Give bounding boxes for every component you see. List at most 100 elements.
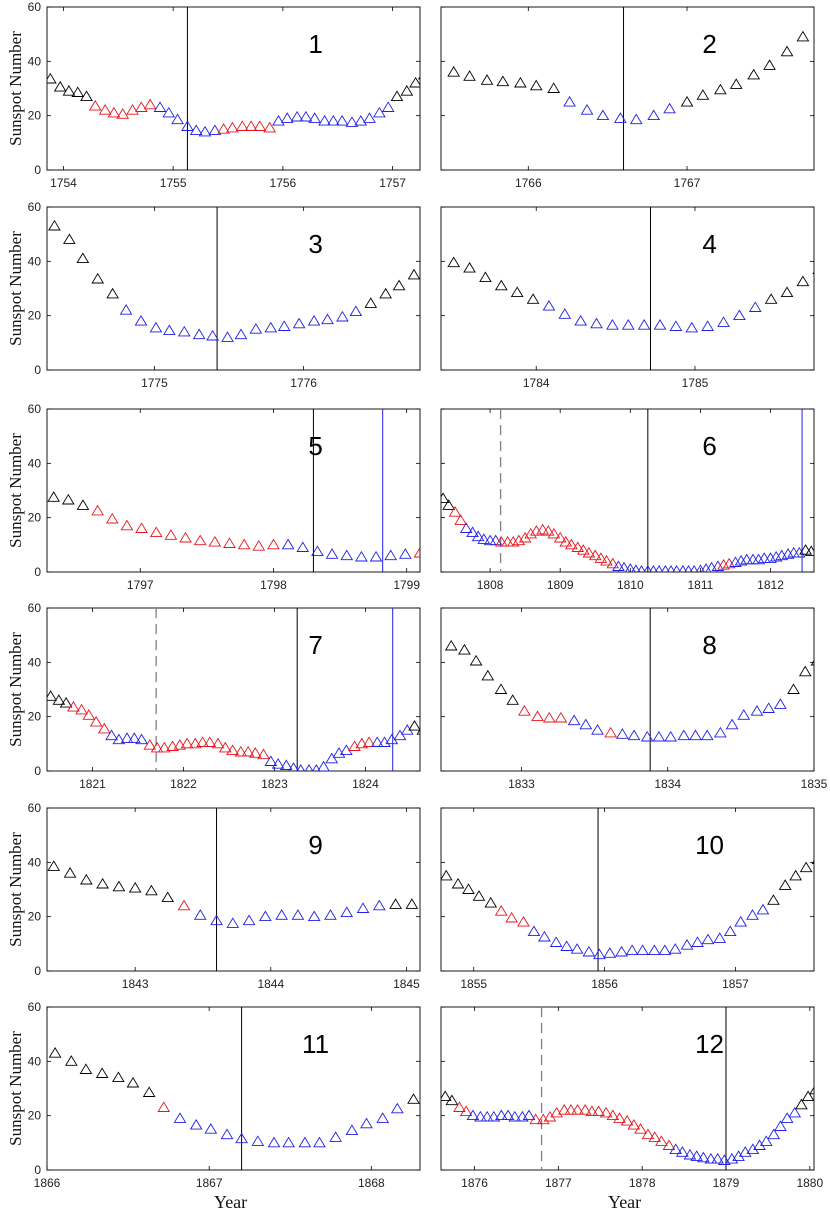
data-point-red bbox=[641, 1128, 655, 1140]
data-point-black bbox=[789, 869, 802, 881]
data-point-blue bbox=[210, 914, 223, 926]
data-point-blue bbox=[752, 553, 765, 565]
data-point-black bbox=[823, 844, 830, 853]
data-point-blue bbox=[611, 560, 625, 571]
x-tick-label: 1880 bbox=[796, 1176, 823, 1190]
data-point-black bbox=[76, 252, 90, 264]
data-point-red bbox=[348, 740, 361, 751]
data-point-red bbox=[149, 526, 163, 538]
panel-number-label: 12 bbox=[695, 1029, 724, 1059]
panel-number-label: 11 bbox=[302, 1029, 329, 1059]
data-point-blue bbox=[683, 1148, 697, 1160]
data-point-blue bbox=[206, 329, 219, 341]
data-point-blue bbox=[290, 110, 304, 122]
data-point-red bbox=[518, 531, 532, 543]
data-point-red bbox=[600, 554, 613, 566]
data-point-blue bbox=[740, 553, 754, 565]
data-markers bbox=[441, 492, 814, 572]
data-point-blue bbox=[281, 538, 295, 550]
data-point-black bbox=[106, 287, 119, 299]
data-point-blue bbox=[198, 125, 212, 137]
data-point-red bbox=[120, 519, 134, 531]
x-tick-label: 1799 bbox=[393, 578, 420, 592]
data-point-blue bbox=[695, 564, 705, 572]
data-point-black bbox=[91, 272, 105, 284]
data-point-red bbox=[180, 737, 194, 749]
data-point-red bbox=[82, 709, 96, 720]
data-point-black bbox=[472, 890, 486, 901]
data-point-red bbox=[620, 1114, 634, 1126]
data-point-blue bbox=[335, 114, 349, 126]
data-point-blue bbox=[648, 944, 661, 956]
data-point-black bbox=[408, 720, 420, 731]
data-point-black bbox=[812, 271, 814, 274]
data-point-blue bbox=[466, 526, 479, 538]
data-point-blue bbox=[340, 906, 354, 918]
x-tick-label: 1808 bbox=[477, 578, 504, 592]
data-point-blue bbox=[558, 308, 572, 319]
data-point-black bbox=[795, 1098, 808, 1110]
data-point-black bbox=[510, 286, 524, 298]
y-axis-label: Sunspot Number bbox=[6, 231, 25, 346]
data-point-black bbox=[455, 1064, 466, 1073]
data-point-blue bbox=[318, 114, 331, 126]
data-point-black bbox=[126, 1076, 140, 1088]
data-point-red bbox=[257, 748, 270, 760]
data-point-blue bbox=[697, 1151, 710, 1163]
data-point-black bbox=[480, 74, 494, 85]
data-point-blue bbox=[329, 1131, 342, 1142]
data-point-red bbox=[135, 522, 148, 533]
data-point-red bbox=[444, 541, 455, 550]
data-point-blue bbox=[666, 565, 676, 572]
data-point-red bbox=[226, 121, 239, 133]
data-point-blue bbox=[701, 933, 715, 945]
data-point-blue bbox=[767, 1128, 781, 1140]
y-tick-label: 0 bbox=[34, 764, 41, 778]
data-point-black bbox=[80, 873, 93, 885]
data-point-blue bbox=[664, 730, 677, 742]
data-point-blue bbox=[637, 319, 651, 330]
x-tick-label: 1844 bbox=[257, 977, 284, 991]
panel-number-label: 8 bbox=[702, 630, 716, 660]
x-tick-label: 1798 bbox=[260, 578, 287, 592]
data-point-red bbox=[157, 1101, 171, 1112]
data-point-blue bbox=[704, 1152, 718, 1164]
y-tick-label: 60 bbox=[28, 200, 42, 214]
x-tick-label: 1845 bbox=[393, 977, 420, 991]
data-point-black bbox=[799, 861, 813, 873]
data-point-blue bbox=[264, 755, 278, 766]
data-point-blue bbox=[400, 724, 414, 735]
data-point-blue bbox=[153, 101, 167, 112]
data-point-blue bbox=[582, 945, 596, 957]
data-point-blue bbox=[345, 116, 359, 127]
data-point-black bbox=[463, 261, 476, 273]
data-point-blue bbox=[606, 319, 619, 330]
data-point-black bbox=[441, 869, 453, 881]
data-point-red bbox=[413, 546, 420, 558]
x-tick-label: 1822 bbox=[170, 777, 197, 791]
data-point-black bbox=[142, 1086, 156, 1097]
data-point-red bbox=[554, 711, 568, 723]
data-point-red bbox=[355, 737, 369, 749]
y-tick-label: 60 bbox=[28, 402, 42, 416]
data-point-black bbox=[407, 268, 420, 280]
data-point-black bbox=[379, 287, 392, 299]
data-point-blue bbox=[308, 112, 321, 123]
data-point-black bbox=[80, 90, 93, 102]
data-point-black bbox=[462, 883, 475, 894]
data-point-blue bbox=[549, 936, 563, 947]
data-point-blue bbox=[221, 331, 234, 342]
axes-frame bbox=[440, 206, 815, 371]
data-markers bbox=[447, 30, 810, 125]
data-point-red bbox=[143, 739, 157, 750]
data-point-blue bbox=[292, 317, 306, 329]
data-point-blue bbox=[336, 310, 349, 322]
data-point-blue bbox=[171, 113, 184, 125]
data-point-black bbox=[47, 860, 61, 871]
y-tick-label: 60 bbox=[28, 601, 42, 615]
data-point-blue bbox=[734, 915, 748, 927]
data-point-blue bbox=[621, 319, 635, 330]
data-point-blue bbox=[471, 530, 485, 542]
data-point-black bbox=[47, 690, 57, 701]
data-point-red bbox=[143, 98, 157, 110]
